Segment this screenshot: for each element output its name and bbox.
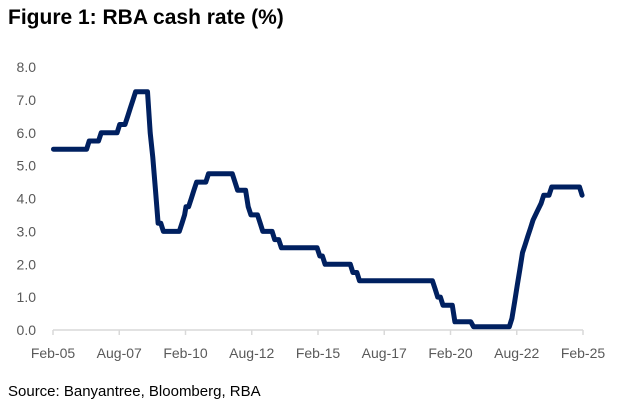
series-line-rba-cash-rate <box>51 89 585 330</box>
x-tick-label: Feb-25 <box>561 345 606 361</box>
y-tick-label: 5.0 <box>17 158 37 174</box>
chart-title: Figure 1: RBA cash rate (%) <box>8 6 284 29</box>
chart-source: Source: Banyantree, Bloomberg, RBA <box>8 383 261 400</box>
y-tick-label: 1.0 <box>17 289 37 305</box>
x-tick-label: Feb-05 <box>31 345 76 361</box>
y-tick-label: 2.0 <box>17 256 37 272</box>
x-tick-label: Aug-12 <box>229 345 274 361</box>
y-tick-label: 4.0 <box>17 191 37 207</box>
x-tick-label: Feb-10 <box>163 345 208 361</box>
x-tick-label: Aug-22 <box>494 345 539 361</box>
y-tick-label: 7.0 <box>17 92 37 108</box>
y-tick-label: 3.0 <box>17 223 37 239</box>
y-tick-label: 6.0 <box>17 125 37 141</box>
x-tick-label: Aug-07 <box>97 345 142 361</box>
x-tick-label: Feb-20 <box>428 345 473 361</box>
y-tick-label: 0.0 <box>17 322 37 338</box>
x-tick-label: Aug-17 <box>362 345 407 361</box>
y-tick-label: 8.0 <box>17 59 37 75</box>
x-tick-label: Feb-15 <box>296 345 341 361</box>
